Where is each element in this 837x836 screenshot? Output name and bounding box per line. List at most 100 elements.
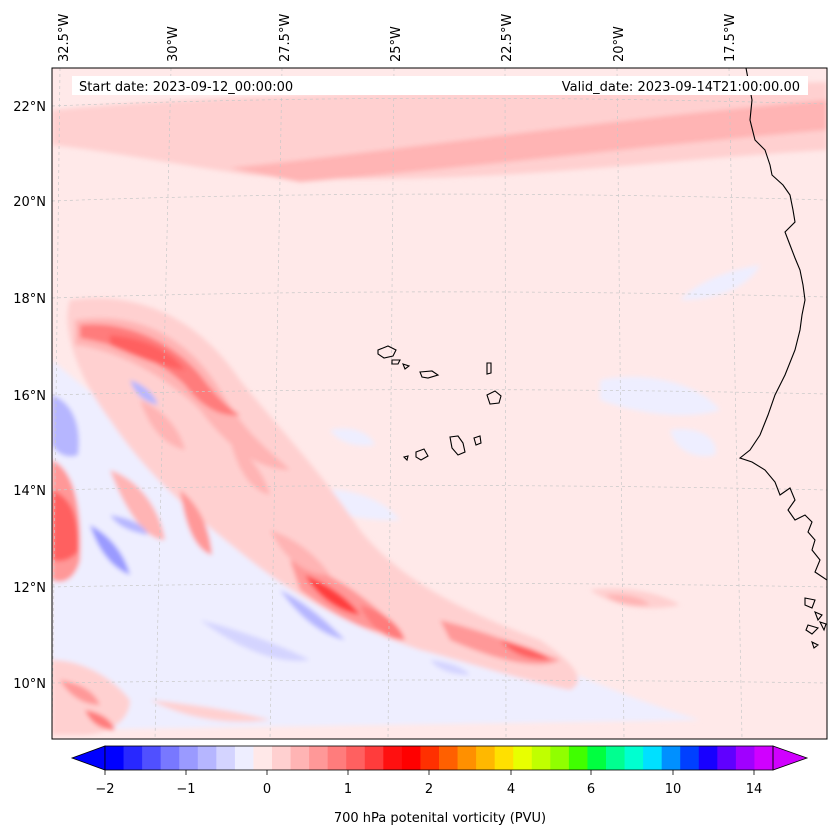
pv-negative-streak-5 [110,515,148,535]
colorbar-segment-29 [643,746,663,770]
parallel-14n [52,485,827,491]
lon-label-25w: 25°W [389,26,404,62]
cabo-verde-boa-vista [486,390,502,405]
longitude-labels: 32.5°W 30°W 27.5°W 25°W 22.5°W 20°W 17.5… [57,14,738,62]
start-date-text: Start date: 2023-09-12_00:00:00 [79,80,293,95]
meridian-20w [616,68,625,739]
pv-band-mid-5 [500,640,550,660]
colorbar-segment-15 [383,746,403,770]
pv-south-pale [150,700,270,722]
colorbar-segment-1 [123,746,143,770]
colorbar-label-10: 10 [665,782,682,797]
colorbar-segment-8 [253,746,273,770]
cabo-verde-brava [402,455,409,462]
colorbar-segment-11 [309,746,329,770]
lon-label-20w: 20°W [612,26,627,62]
lat-label-14n: 14°N [13,484,46,499]
pv-negative-east2 [670,429,716,457]
colorbar-segment-28 [624,746,644,770]
meridian-32-5w [52,68,61,739]
cabo-verde-sao-nicolau [419,370,440,379]
pv-negative-streak-6 [430,660,470,675]
lon-label-27-5w: 27.5°W [278,14,293,62]
parallel-20n [52,193,827,202]
pv-negative-streak-2 [280,590,345,640]
colorbar-segment-30 [661,746,681,770]
colorbar-segment-13 [346,746,366,770]
pv-band-mid-2 [305,575,360,615]
parallel-18n [52,291,827,299]
cabo-verde-santo-antao [377,345,397,359]
pv-band-ridge-1 [110,470,165,540]
pv-negative-center2 [330,428,375,446]
pv-band-ridge-3 [230,440,270,495]
colorbar-segment-0 [105,746,125,770]
colorbar-over-arrow [772,745,809,771]
lat-label-12n: 12°N [13,581,46,596]
colorbar-label-14: 14 [746,782,763,797]
colorbar-segment-10 [290,746,310,770]
parallel-22n [52,97,827,107]
pv-band-ridge-2 [180,490,212,555]
pv-band-mid-3 [360,605,405,640]
meridian-17-5w [728,68,743,739]
colorbar-label-6: 6 [587,782,595,797]
cabo-verde-sao-vicente [391,359,401,365]
pv-band-north [52,82,827,180]
lat-label-18n: 18°N [13,292,46,307]
lon-label-17-5w: 17.5°W [723,14,738,62]
colorbar-ticks [104,770,755,775]
colorbar-segment-25 [568,746,588,770]
lon-label-22-5w: 22.5°W [500,14,515,62]
parallel-10n [52,679,827,684]
pv-band-ridge-4 [270,530,330,575]
colorbar: −2 −1 0 1 2 4 6 10 14 700 hPa potenital … [70,745,809,826]
colorbar-segment-20 [476,746,496,770]
pv-band-ridge-5 [140,400,185,450]
cabo-verde-santa-luzia [402,363,411,370]
pv-band-north-inner [230,100,827,182]
meridian-27-5w [269,68,283,739]
colorbar-label-4: 4 [507,782,515,797]
lat-label-22n: 22°N [13,100,46,115]
cabo-verde-sal [486,362,492,375]
parallel-12n [52,582,827,588]
lon-label-32-5w: 32.5°W [57,14,72,62]
colorbar-label-m2: −2 [95,782,114,797]
colorbar-segment-19 [457,746,477,770]
cabo-verde-maio [473,435,482,446]
map-panel[interactable]: Start date: 2023-09-12_00:00:00 Valid_da… [52,68,827,739]
colorbar-under-arrow [70,745,106,771]
colorbar-segment-21 [494,746,514,770]
colorbar-tick-labels: −2 −1 0 1 2 4 6 10 14 [95,782,762,797]
pv-southeast-2 [605,594,650,606]
colorbar-frame [104,745,774,771]
pv-west-blue-halo [52,395,79,457]
lat-label-16n: 16°N [13,389,46,404]
graticule [52,68,827,739]
colorbar-label-0: 0 [263,782,271,797]
pv-band-diagonal-4 [110,335,185,370]
colorbar-segment-9 [272,746,292,770]
date-banner [72,76,808,95]
colorbar-segment-24 [550,746,570,770]
cabo-verde-santiago [449,435,466,456]
colorbar-segment-16 [401,746,421,770]
pv-west-red-inner [52,490,79,562]
bijagos-islands [804,597,827,649]
meridian-22-5w [504,68,507,739]
pv-negative-ne [680,265,760,300]
colorbar-segment-14 [364,746,384,770]
colorbar-segment-3 [160,746,180,770]
pv-band-north-west [60,118,200,131]
colorbar-segment-22 [513,746,533,770]
colorbar-segment-12 [327,746,347,770]
colorbar-segments [105,746,774,770]
lat-label-20n: 20°N [13,195,46,210]
pv-band-diagonal-2 [75,318,290,470]
pv-negative-east [600,376,720,416]
map-frame [51,67,828,740]
latitude-labels: 22°N 20°N 18°N 16°N 14°N 12°N 10°N [13,100,46,692]
colorbar-segment-35 [754,746,774,770]
colorbar-segment-31 [680,746,700,770]
